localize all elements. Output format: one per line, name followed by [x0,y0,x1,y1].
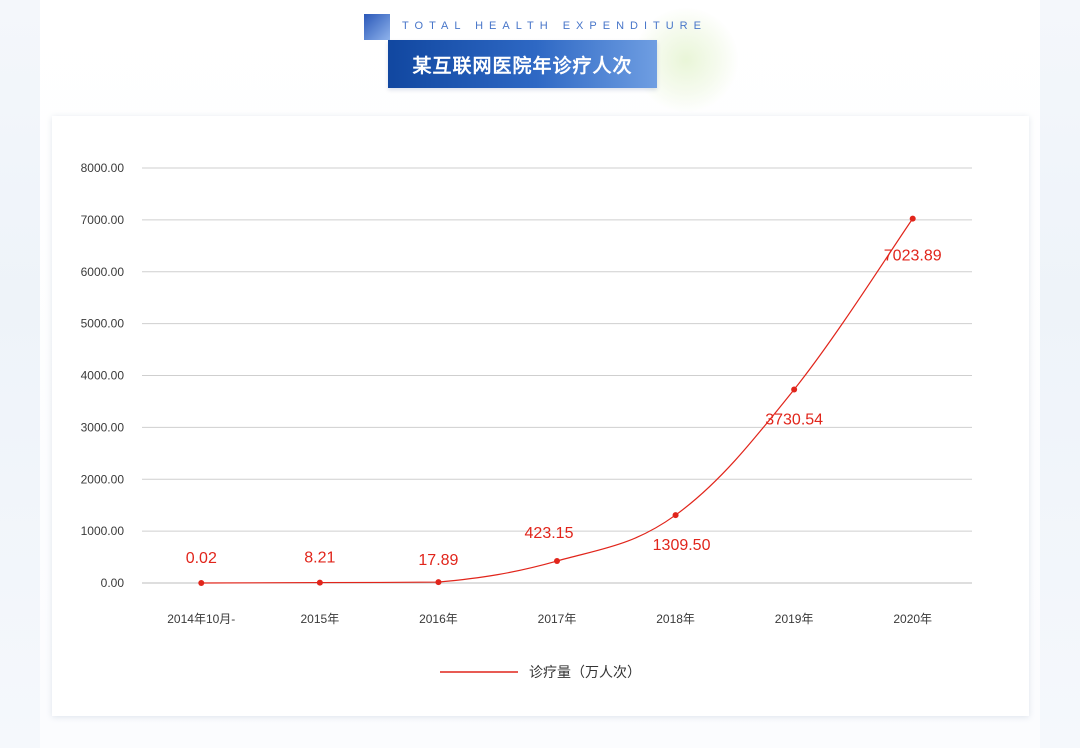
chart-card: 0.00 1000.00 2000.00 3000.00 4000.00 5000.00 6… [52,116,1029,716]
data-label: 17.89 [418,552,458,569]
series-line-path [201,218,914,584]
legend-label: 诊疗量（万人次） [529,664,641,680]
data-labels: 0.02 8.21 17.89 423.15 1309.50 3730.54 7023.89 [186,248,942,569]
x-tick-label: 2018年 [656,612,695,626]
data-label: 3730.54 [765,411,823,428]
x-tick-label: 2019年 [775,612,814,626]
y-tick-label: 5000.00 [81,317,125,331]
x-tick-label: 2014年10月- [167,612,235,626]
data-label: 0.02 [186,550,217,567]
y-tick-label: 6000.00 [81,265,125,279]
chart-title: 某互联网医院年诊疗人次 [412,55,633,77]
legend: 诊疗量（万人次） [440,664,641,680]
y-tick-label: 0.00 [101,576,125,590]
chart-header: TOTAL HEALTH EXPENDITURE 某互联网医院年诊疗人次 [364,8,744,112]
data-point [316,579,323,586]
x-axis-ticks: 2014年10月- 2015年 2016年 2017年 2018年 2019年 2020年 [167,612,932,626]
y-tick-label: 4000.00 [81,369,125,383]
y-tick-label: 7000.00 [81,213,125,227]
grid-lines [142,167,972,584]
y-tick-label: 8000.00 [81,161,125,175]
x-tick-label: 2016年 [419,612,458,626]
header-subtitle: TOTAL HEALTH EXPENDITURE [402,20,707,32]
data-label: 7023.89 [884,248,942,265]
y-axis-ticks: 0.00 1000.00 2000.00 3000.00 4000.00 5000.00 6… [81,161,125,590]
series-line [201,218,914,584]
header-square-decoration [364,14,390,40]
series-points [198,215,916,586]
y-tick-label: 3000.00 [81,420,125,434]
y-tick-label: 2000.00 [81,472,125,486]
x-tick-label: 2017年 [538,612,577,626]
data-label: 1309.50 [653,537,711,554]
y-tick-label: 1000.00 [81,524,125,538]
data-label: 8.21 [304,550,335,567]
data-point [909,215,916,222]
title-bar: 某互联网医院年诊疗人次 [388,40,657,88]
data-label: 423.15 [525,525,574,542]
x-tick-label: 2015年 [301,612,340,626]
data-point [672,512,679,519]
data-point [435,579,442,586]
data-point [554,558,560,565]
line-chart: 0.00 1000.00 2000.00 3000.00 4000.00 5000.00 6… [81,161,972,680]
data-point [198,579,205,586]
data-point [791,386,798,393]
x-tick-label: 2020年 [893,612,932,626]
